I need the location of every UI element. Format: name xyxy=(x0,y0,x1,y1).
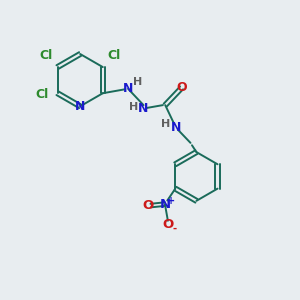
Text: N: N xyxy=(159,198,170,211)
Text: Cl: Cl xyxy=(40,49,53,62)
Text: O: O xyxy=(142,199,153,212)
Text: N: N xyxy=(138,102,148,115)
Text: O: O xyxy=(162,218,173,231)
Text: N: N xyxy=(123,82,133,95)
Text: -: - xyxy=(172,224,177,234)
Text: H: H xyxy=(133,77,142,87)
Text: O: O xyxy=(176,81,187,94)
Text: +: + xyxy=(167,196,175,206)
Text: H: H xyxy=(129,102,139,112)
Text: Cl: Cl xyxy=(35,88,49,101)
Text: N: N xyxy=(170,121,181,134)
Text: Cl: Cl xyxy=(107,49,121,62)
Text: N: N xyxy=(75,100,85,113)
Text: H: H xyxy=(161,119,171,129)
